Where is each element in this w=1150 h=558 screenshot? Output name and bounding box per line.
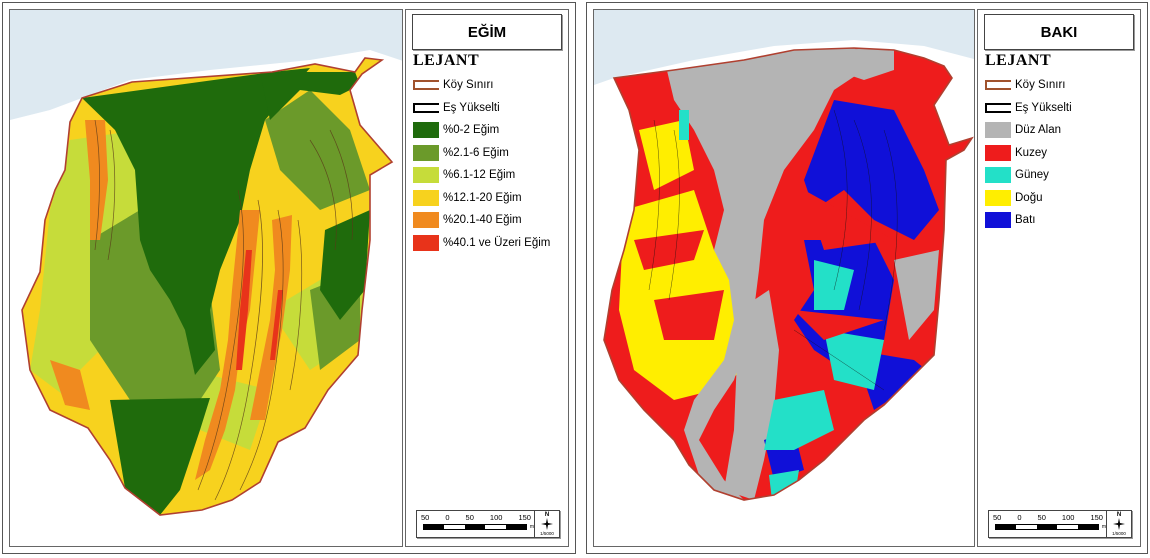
scale-label: 150: [518, 513, 531, 522]
legend-label: Batı: [1015, 214, 1036, 227]
scale-label: 100: [1061, 513, 1075, 522]
legend-item-slope-20-40: %20.1-40 Eğim: [413, 209, 566, 232]
legend-item-slope-40-plus: %40.1 ve Üzeri Eğim: [413, 232, 566, 255]
scale-labels: 50 0 50 100 150: [993, 513, 1103, 522]
legend-swatch: [413, 234, 439, 251]
legend-label: %20.1-40 Eğim: [443, 214, 522, 227]
legend-swatch: [985, 212, 1011, 229]
contour-line-symbol: [413, 100, 439, 116]
scale-label: 150: [1090, 513, 1103, 522]
legend-label: Kuzey: [1015, 146, 1047, 159]
legend-label: Köy Sınırı: [443, 79, 494, 92]
scale-bar-graphic: [995, 524, 1099, 530]
village-boundary-symbol: [985, 77, 1011, 93]
legend-swatch: [985, 144, 1011, 161]
north-arrow-label: N: [1116, 512, 1122, 518]
legend-item-slope-0-2: %0-2 Eğim: [413, 119, 566, 142]
slope-legend: EĞİM LEJANT Köy Sınırı Eş Yükselti %0-2 …: [405, 9, 569, 547]
scale-bar-graphic: [423, 524, 527, 530]
aspect-map: [594, 10, 974, 501]
north-arrow-label: N: [544, 512, 550, 518]
legend-item-north: Kuzey: [985, 142, 1138, 165]
legend-item-south: Güney: [985, 164, 1138, 187]
legend-item-slope-12-20: %12.1-20 Eğim: [413, 187, 566, 210]
map-scale-text: 1/5000: [540, 531, 554, 536]
legend-item-contour: Eş Yükselti: [985, 97, 1138, 120]
legend-item-flat: Düz Alan: [985, 119, 1138, 142]
legend-label: %2.1-6 Eğim: [443, 146, 509, 159]
scale-bar: 50 0 50 100 150 m: [416, 510, 536, 538]
scale-label: 0: [1017, 513, 1022, 522]
legend-item-east: Doğu: [985, 187, 1138, 210]
legend-label: %12.1-20 Eğim: [443, 191, 522, 204]
legend-label: %40.1 ve Üzeri Eğim: [443, 236, 551, 249]
compass-icon: [541, 518, 553, 530]
village-boundary: [21, 57, 394, 516]
slope-legend-items: Köy Sınırı Eş Yükselti %0-2 Eğim %2.1-6 …: [413, 74, 566, 254]
aspect-map-panel: BAKI LEJANT Köy Sınırı Eş Yükselti Düz A…: [586, 2, 1148, 554]
legend-swatch: [413, 144, 439, 161]
north-arrow: N 1/5000: [1106, 510, 1132, 538]
compass-icon: [1113, 518, 1125, 530]
legend-label: Düz Alan: [1015, 124, 1062, 137]
legend-item-village-boundary: Köy Sınırı: [985, 74, 1138, 97]
slope-map: [10, 10, 402, 516]
scale-label: 50: [1037, 513, 1046, 522]
aspect-legend-heading: LEJANT: [985, 52, 1052, 69]
scale-label: 100: [489, 513, 503, 522]
village-boundary-symbol: [413, 77, 439, 93]
legend-item-slope-2-6: %2.1-6 Eğim: [413, 142, 566, 165]
legend-label: %0-2 Eğim: [443, 124, 500, 137]
aspect-legend-title: BAKI: [984, 14, 1134, 50]
legend-label: Doğu: [1015, 191, 1043, 204]
legend-swatch: [985, 189, 1011, 206]
legend-swatch: [413, 122, 439, 139]
legend-item-west: Batı: [985, 209, 1138, 232]
legend-swatch: [985, 122, 1011, 139]
legend-swatch: [413, 167, 439, 184]
legend-swatch: [413, 189, 439, 206]
scale-label: 50: [421, 513, 430, 522]
scale-label: 50: [465, 513, 474, 522]
legend-item-village-boundary: Köy Sınırı: [413, 74, 566, 97]
map-scale-text: 1/5000: [1112, 531, 1126, 536]
scale-label: 0: [445, 513, 450, 522]
scale-unit: m: [1101, 524, 1106, 530]
legend-swatch: [985, 167, 1011, 184]
slope-map-frame: [9, 9, 403, 547]
scale-unit: m: [529, 524, 534, 530]
scale-labels: 50 0 50 100 150: [421, 513, 531, 522]
legend-item-slope-6-12: %6.1-12 Eğim: [413, 164, 566, 187]
legend-item-contour: Eş Yükselti: [413, 97, 566, 120]
village-boundary: [603, 47, 974, 501]
aspect-legend: BAKI LEJANT Köy Sınırı Eş Yükselti Düz A…: [977, 9, 1141, 547]
scale-bar: 50 0 50 100 150 m: [988, 510, 1108, 538]
legend-label: Güney: [1015, 169, 1049, 182]
aspect-map-frame: [593, 9, 975, 547]
contour-line-symbol: [985, 100, 1011, 116]
legend-swatch: [413, 212, 439, 229]
slope-legend-heading: LEJANT: [413, 52, 480, 69]
sea-area: [594, 10, 974, 85]
legend-label: %6.1-12 Eğim: [443, 169, 516, 182]
legend-label: Eş Yükselti: [443, 101, 500, 114]
legend-label: Köy Sınırı: [1015, 79, 1066, 92]
slope-legend-title: EĞİM: [412, 14, 562, 50]
north-arrow: N 1/5000: [534, 510, 560, 538]
legend-label: Eş Yükselti: [1015, 101, 1072, 114]
sea-area: [10, 10, 402, 120]
aspect-legend-items: Köy Sınırı Eş Yükselti Düz Alan Kuzey Gü…: [985, 74, 1138, 232]
slope-map-panel: EĞİM LEJANT Köy Sınırı Eş Yükselti %0-2 …: [2, 2, 576, 554]
scale-label: 50: [993, 513, 1002, 522]
